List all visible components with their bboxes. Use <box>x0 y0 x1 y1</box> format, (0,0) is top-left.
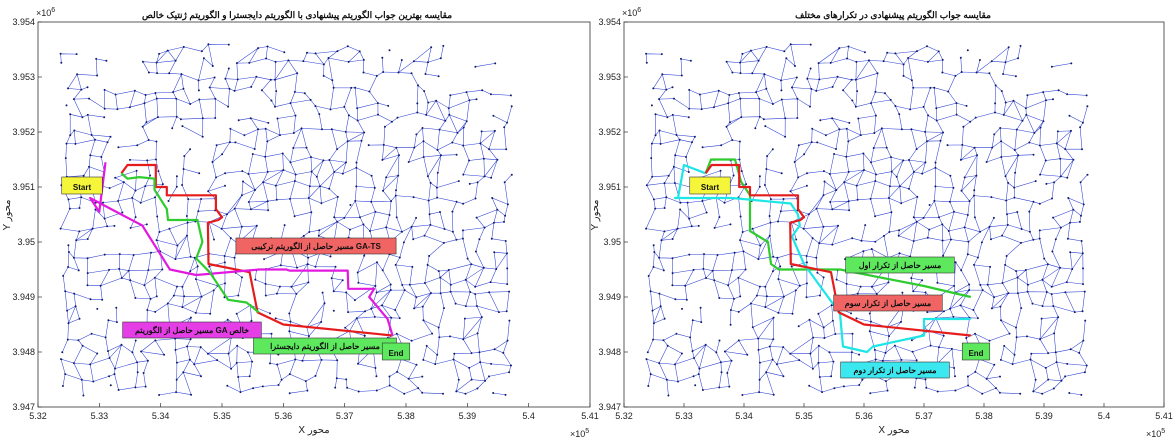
x-tick-label: 5.39 <box>459 411 477 421</box>
y-tick-label: 3.95 <box>17 237 35 247</box>
route-line-2 <box>88 162 394 336</box>
left-y-axis-label: Y محور <box>2 199 13 230</box>
route-line-2 <box>673 163 971 354</box>
end-marker-box <box>961 342 991 361</box>
x-tick-label: 5.36 <box>275 411 293 421</box>
x-tick-label: 5.34 <box>735 411 753 421</box>
y-tick-label: 3.95 <box>603 237 621 247</box>
x-tick-label: 5.38 <box>975 411 993 421</box>
right-chart-panel: مقایسه جواب الگوریتم پیشنهادی در تکرارها… <box>590 7 1173 439</box>
x-tick-label: 5.35 <box>213 411 231 421</box>
y-tick-label: 3.954 <box>12 17 35 27</box>
right-road-network <box>645 43 1089 397</box>
right-routes <box>673 158 972 354</box>
left-x-ticks: 5.32 5.33 5.34 5.35 5.36 5.37 5.38 5.39 5.4 5.41 <box>29 403 599 421</box>
x-tick-label: 5.33 <box>675 411 693 421</box>
network-edges <box>645 44 1088 396</box>
y-tick-label: 3.949 <box>12 292 35 302</box>
left-plot-frame <box>37 21 591 408</box>
right-route-labels: مسیر حاصل از تکرار اول مسیر حاصل از تکرار… <box>689 176 991 379</box>
x-tick-label: 5.39 <box>1035 411 1053 421</box>
start-marker-label: Start <box>701 183 720 192</box>
start-marker-box <box>689 176 731 195</box>
route-label-3: مسیر حاصل از تکرار سوم <box>845 299 931 309</box>
end-marker-box <box>381 342 411 361</box>
route-label-2: مسیر حاصل از تکرار دوم <box>854 366 937 376</box>
left-x-exponent: ×105 <box>570 428 589 439</box>
right-x-exponent: ×105 <box>1146 428 1165 439</box>
left-chart-title: مقایسه بهترین جواب الگوریتم پیشنهادی با … <box>142 9 452 21</box>
x-tick-label: 5.35 <box>795 411 813 421</box>
route-line-3 <box>704 163 971 337</box>
route-label-1: مسیر حاصل از الگوریتم ترکیبی GA-TS <box>251 241 381 252</box>
y-tick-label: 3.951 <box>12 182 35 192</box>
right-y-axis-label: Y محور <box>590 199 601 230</box>
x-tick-label: 5.37 <box>915 411 933 421</box>
route-label-box-2 <box>840 361 950 379</box>
left-chart-panel: مقایسه بهترین جواب الگوریتم پیشنهادی با … <box>2 7 599 439</box>
y-tick-label: 3.949 <box>598 292 621 302</box>
y-tick-label: 3.948 <box>12 347 35 357</box>
x-tick-label: 5.41 <box>581 411 599 421</box>
y-tick-label: 3.954 <box>598 17 621 27</box>
route-label-3: مسیر حاصل از الگوریتم دایجسترا <box>270 341 380 352</box>
x-tick-label: 5.38 <box>397 411 415 421</box>
x-tick-label: 5.32 <box>615 411 633 421</box>
end-marker-label: End <box>388 349 403 358</box>
left-routes <box>88 162 394 337</box>
route-line-3 <box>120 172 260 314</box>
y-tick-label: 3.948 <box>598 347 621 357</box>
y-tick-label: 3.952 <box>12 127 35 137</box>
y-tick-label: 3.947 <box>12 402 35 412</box>
y-tick-label: 3.953 <box>12 72 35 82</box>
route-label-1: مسیر حاصل از تکرار اول <box>859 261 942 271</box>
start-marker-box <box>61 176 103 195</box>
route-label-box-2 <box>122 321 262 339</box>
network-edges <box>60 44 512 396</box>
x-tick-label: 5.32 <box>29 411 47 421</box>
x-tick-label: 5.4 <box>522 411 535 421</box>
y-tick-label: 3.951 <box>598 182 621 192</box>
right-y-ticks: 3.947 3.948 3.949 3.95 3.951 3.952 3.953 3.954 <box>598 17 628 412</box>
x-tick-label: 5.37 <box>336 411 354 421</box>
left-y-ticks: 3.947 3.948 3.949 3.95 3.951 3.952 3.953 3.954 <box>12 17 42 412</box>
right-y-exponent: ×106 <box>622 7 641 18</box>
right-x-ticks: 5.32 5.33 5.34 5.35 5.36 5.37 5.38 5.39 5.4 5.41 <box>615 403 1173 421</box>
route-label-box-3 <box>833 294 943 312</box>
y-tick-label: 3.953 <box>598 72 621 82</box>
start-marker-label: Start <box>73 183 92 192</box>
y-tick-label: 3.947 <box>598 402 621 412</box>
right-plot-frame <box>623 21 1165 408</box>
x-tick-label: 5.4 <box>1098 411 1111 421</box>
right-chart-title: مقایسه جواب الگوریتم پیشنهادی در تکرارها… <box>795 9 991 21</box>
route-line-1 <box>120 163 393 337</box>
left-y-exponent: ×106 <box>36 7 55 18</box>
network-nodes <box>645 43 1089 397</box>
left-route-labels: مسیر حاصل از الگوریتم ترکیبی GA-TS مسیر ح… <box>61 176 411 361</box>
route-label-box-1 <box>235 237 397 255</box>
y-tick-label: 3.952 <box>598 127 621 137</box>
route-label-2: مسیر حاصل از الگوریتم GA خالص <box>135 325 249 336</box>
left-road-network <box>59 43 513 397</box>
left-x-axis-label: X محور <box>298 425 329 436</box>
end-marker-label: End <box>968 349 983 358</box>
x-tick-label: 5.41 <box>1155 411 1173 421</box>
route-line-1 <box>704 158 972 299</box>
x-tick-label: 5.33 <box>91 411 109 421</box>
route-label-box-1 <box>845 256 955 274</box>
right-x-axis-label: X محور <box>878 425 909 436</box>
x-tick-label: 5.34 <box>152 411 170 421</box>
x-tick-label: 5.36 <box>855 411 873 421</box>
